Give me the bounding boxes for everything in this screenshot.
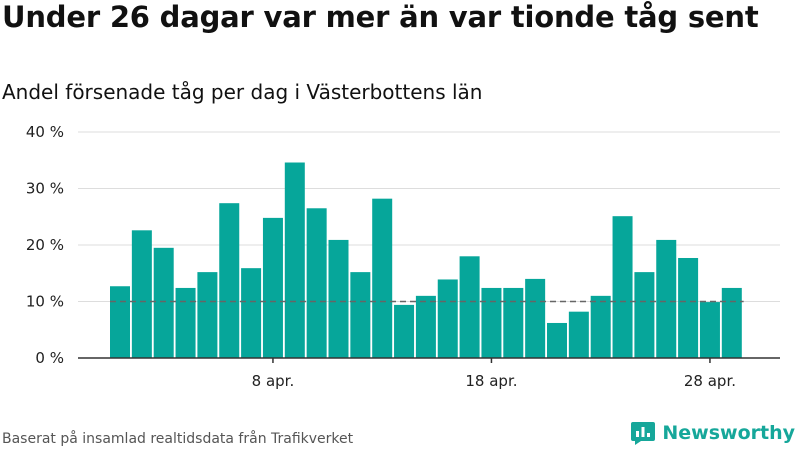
brand-logo: Newsworthy bbox=[630, 420, 795, 446]
bar bbox=[175, 287, 196, 358]
brand-name: Newsworthy bbox=[662, 422, 795, 444]
bar-chart: 0 % 10 % 20 % 30 % 40 % 8 apr. 18 apr. 28 apr. bbox=[26, 123, 780, 390]
bar bbox=[262, 217, 283, 358]
chart-subtitle: Andel försenade tåg per dag i Västerbott… bbox=[2, 80, 483, 104]
bar bbox=[197, 272, 218, 358]
bars bbox=[110, 162, 742, 358]
x-tick-label: 28 apr. bbox=[684, 372, 736, 390]
bar bbox=[350, 272, 371, 358]
bar bbox=[153, 247, 174, 358]
bar bbox=[590, 295, 611, 358]
bar bbox=[678, 257, 699, 358]
bar bbox=[306, 208, 327, 358]
y-axis-labels: 0 % 10 % 20 % 30 % 40 % bbox=[26, 123, 64, 367]
bar bbox=[459, 256, 480, 358]
bar bbox=[656, 239, 677, 358]
y-tick-label: 20 % bbox=[26, 236, 64, 254]
bar bbox=[437, 279, 458, 358]
chart-title: Under 26 dagar var mer än var tionde tåg… bbox=[2, 0, 759, 34]
y-tick-label: 0 % bbox=[35, 349, 64, 367]
x-tick-label: 18 apr. bbox=[465, 372, 517, 390]
bar bbox=[503, 287, 524, 358]
bar bbox=[284, 162, 305, 358]
bar bbox=[612, 216, 633, 358]
bar bbox=[131, 230, 152, 358]
bar bbox=[110, 286, 130, 358]
bar bbox=[481, 287, 502, 358]
x-axis: 8 apr. 18 apr. 28 apr. bbox=[78, 357, 780, 390]
bar bbox=[372, 198, 393, 358]
bar bbox=[547, 322, 567, 358]
bar bbox=[721, 287, 742, 358]
bar bbox=[394, 304, 415, 358]
bar bbox=[634, 272, 655, 358]
bar bbox=[328, 239, 349, 358]
x-tick-label: 8 apr. bbox=[252, 372, 295, 390]
newsworthy-logo-icon bbox=[631, 422, 656, 445]
bar bbox=[699, 302, 720, 358]
y-tick-label: 10 % bbox=[26, 293, 64, 311]
bar bbox=[525, 278, 546, 358]
bar bbox=[219, 203, 240, 358]
bar bbox=[241, 268, 262, 358]
bar bbox=[568, 311, 589, 358]
bar bbox=[415, 295, 436, 358]
source-note: Baserat på insamlad realtidsdata från Tr… bbox=[2, 431, 354, 447]
y-tick-label: 40 % bbox=[26, 123, 64, 141]
y-tick-label: 30 % bbox=[26, 180, 64, 198]
